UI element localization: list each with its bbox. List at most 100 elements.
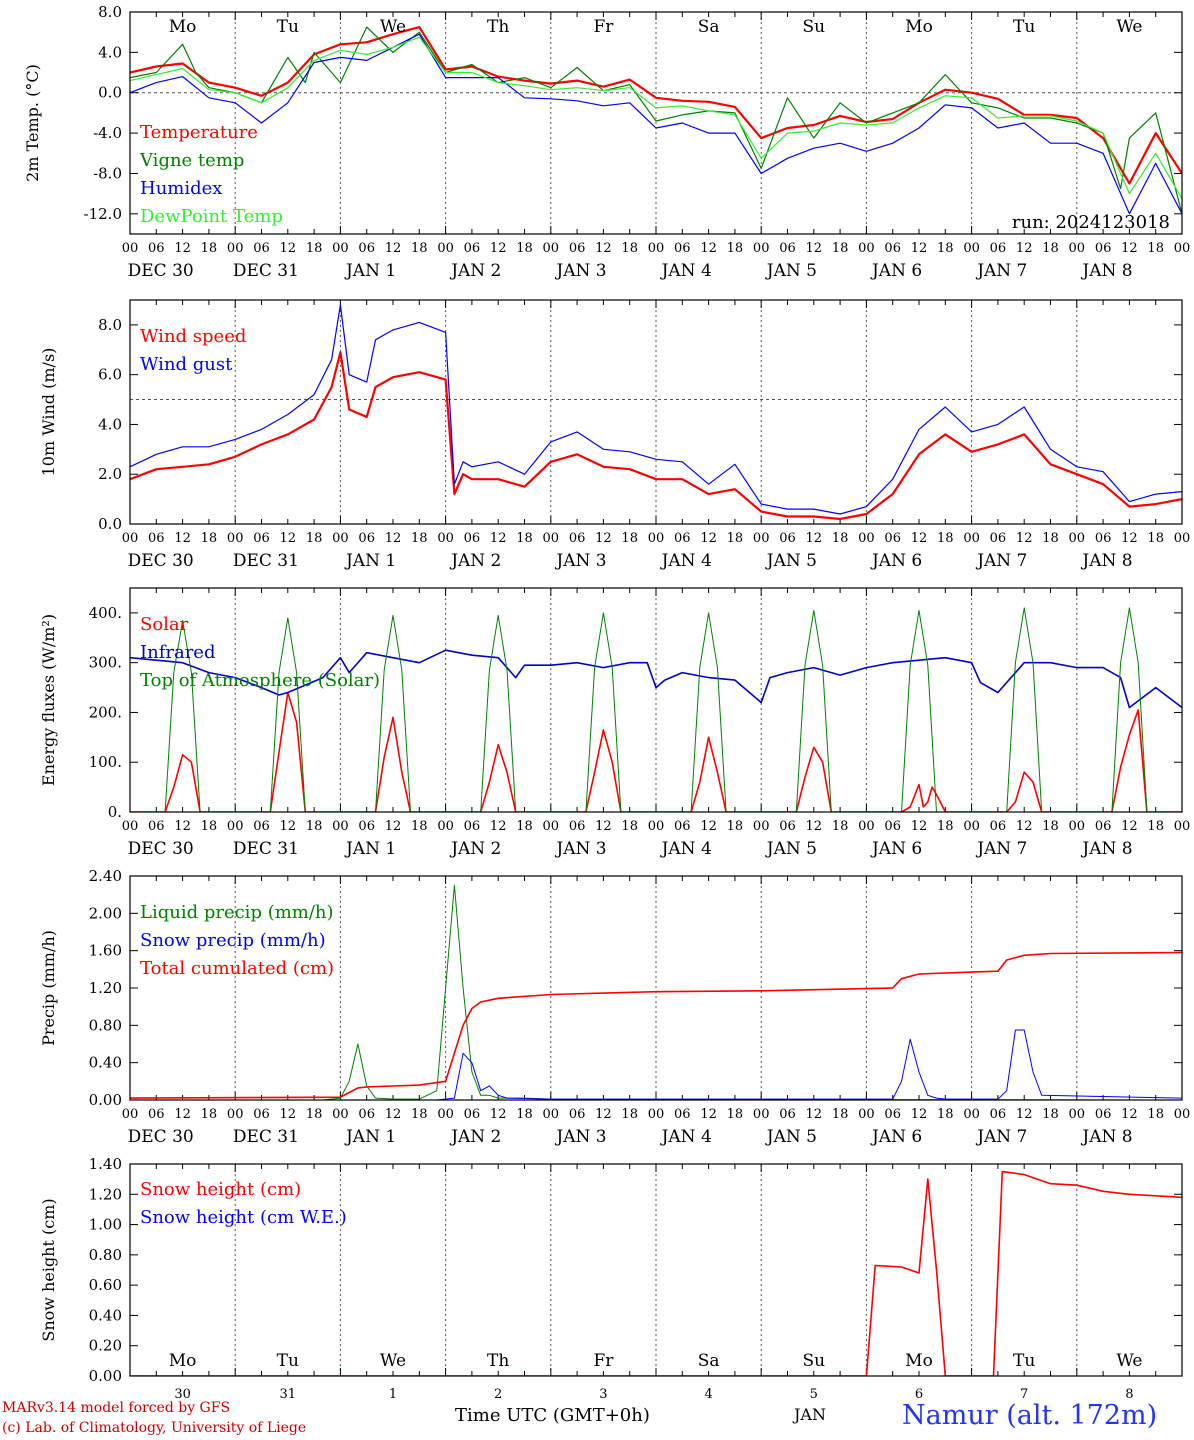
hour-label: 00 [437,241,454,256]
legend-entry: Snow height (cm W.E.) [140,1207,347,1228]
hour-label: 00 [122,1107,139,1122]
hour-label: 12 [174,241,191,256]
y-tick-label: -8.0 [93,164,122,182]
hour-label: 12 [595,819,612,834]
series-line-top-of-atmosphere-solar- [130,607,1182,812]
date-label: JAN 4 [660,1127,712,1147]
legend-entry: Top of Atmosphere (Solar) [140,670,380,691]
hour-label: 12 [174,819,191,834]
series-line-humidex [130,33,1182,215]
day-name: Fr [593,1351,614,1371]
day-number: 4 [704,1387,712,1402]
hour-label: 06 [358,819,375,834]
date-label: DEC 30 [128,1127,194,1147]
y-tick-label: 0.80 [89,1246,122,1264]
hour-label: 18 [306,819,323,834]
hour-label: 12 [595,531,612,546]
date-label: JAN 5 [765,839,817,859]
hour-label: 12 [1121,531,1138,546]
hour-label: 12 [280,1107,297,1122]
hour-label: 18 [1042,241,1059,256]
series-line-wind-speed [130,351,1182,521]
hour-label: 12 [385,241,402,256]
hour-label: 00 [437,1107,454,1122]
hour-label: 18 [201,1107,218,1122]
hour-label: 06 [464,1107,481,1122]
hour-label: 00 [858,241,875,256]
hour-label: 06 [253,819,270,834]
y-tick-label: 2.00 [89,904,122,922]
date-label: JAN 1 [344,1127,396,1147]
panel-3: 0. 100. 200. 300. 400. Energy fluxes (W/m²) So… [39,587,1190,859]
hour-label: 00 [227,1107,244,1122]
hour-label: 12 [1016,1107,1033,1122]
date-label: JAN 5 [765,551,817,571]
hour-label: 12 [174,531,191,546]
hour-label: 06 [1095,531,1112,546]
hour-label: 06 [779,531,796,546]
day-name: Tu [1013,1351,1035,1371]
hour-label: 18 [937,1107,954,1122]
y-tick-label: 8.0 [98,316,122,334]
y-tick-label: 0.40 [89,1306,122,1324]
hour-label: 06 [674,819,691,834]
day-number: 7 [1020,1387,1028,1402]
hour-label: 00 [963,819,980,834]
date-label: JAN 6 [870,839,922,859]
hour-label: 18 [621,819,638,834]
hour-label: 12 [700,819,717,834]
hour-label: 18 [1147,819,1164,834]
series-line-dewpoint-temp [130,36,1182,200]
hour-label: 06 [148,1107,165,1122]
day-name: We [380,1351,406,1371]
hour-label: 18 [516,531,533,546]
y-tick-label: 1.60 [89,942,122,960]
day-number: 1 [389,1387,397,1402]
date-label: JAN 5 [765,1127,817,1147]
hour-label: 06 [990,1107,1007,1122]
hour-label: 12 [385,819,402,834]
hour-label: 18 [306,531,323,546]
hour-label: 18 [516,1107,533,1122]
hour-label: 06 [884,1107,901,1122]
hour-label: 00 [543,241,560,256]
day-number: 8 [1125,1387,1133,1402]
panel-5: 0.00 0.20 0.40 0.60 0.80 1.00 1.20 1.40 Snow hei… [39,1155,1183,1402]
hour-label: 00 [648,241,665,256]
legend-entry: Temperature [140,122,258,143]
hour-label: 18 [201,531,218,546]
plot-frame [129,11,1183,235]
date-label: JAN 1 [344,261,396,281]
y-tick-label: 400. [89,604,122,622]
hour-label: 18 [1042,819,1059,834]
day-name: Fr [593,17,614,37]
hour-label: 06 [1095,1107,1112,1122]
day-name: We [380,17,406,37]
hour-label: 12 [490,1107,507,1122]
series-line-vigne-temp [130,26,1182,214]
hour-label: 00 [753,531,770,546]
hour-label: 12 [595,241,612,256]
hour-label: 06 [148,241,165,256]
series-group [130,26,1182,215]
hour-label: 00 [543,1107,560,1122]
hour-label: 06 [884,531,901,546]
hour-label: 18 [621,531,638,546]
day-name: Th [487,1351,509,1371]
hour-label: 06 [464,241,481,256]
date-label: JAN 8 [1080,1127,1132,1147]
y-tick-label: 300. [89,654,122,672]
legend-entry: Liquid precip (mm/h) [140,902,334,923]
day-number: 30 [174,1387,191,1402]
hour-label: 18 [937,241,954,256]
hour-label: 18 [411,241,428,256]
hour-label: 12 [595,1107,612,1122]
date-label: DEC 31 [233,551,299,571]
hour-label: 06 [358,531,375,546]
hour-label: 12 [385,531,402,546]
legend-entry: Wind gust [140,354,233,375]
series-group [130,304,1182,521]
hour-label: 12 [1016,819,1033,834]
hour-label: 18 [201,819,218,834]
y-tick-label: 0.0 [98,515,122,533]
